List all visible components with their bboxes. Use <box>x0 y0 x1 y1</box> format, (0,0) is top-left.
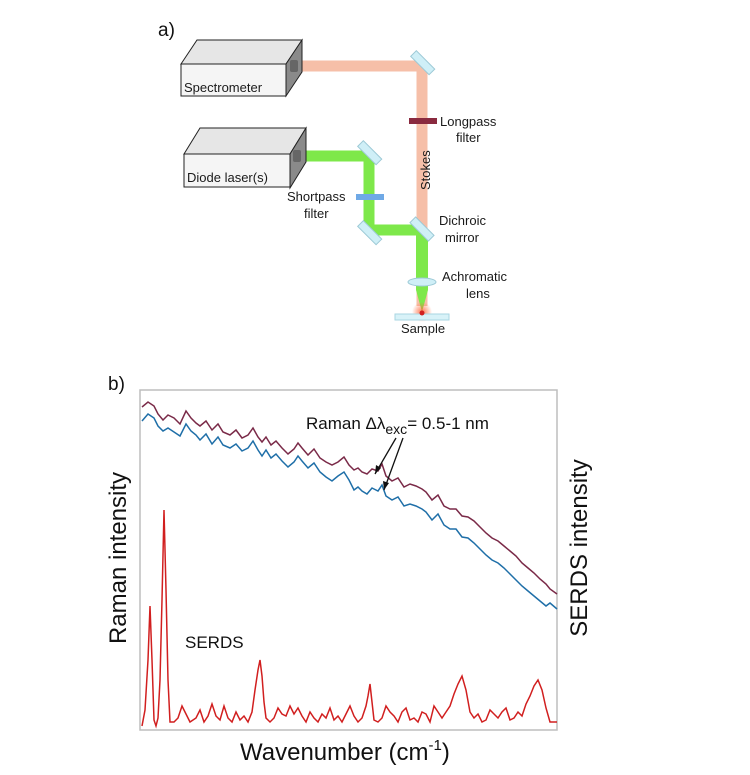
panel-b-label: b) <box>108 374 125 395</box>
shortpass-label-2: filter <box>304 206 329 221</box>
longpass-label-2: filter <box>456 130 481 145</box>
plot-frame <box>139 389 558 731</box>
panel-a-label: a) <box>158 20 175 41</box>
shortpass-label-1: Shortpass <box>287 189 346 204</box>
laser-beam-path <box>296 150 428 312</box>
diode-laser-port <box>293 150 301 162</box>
diode-laser-front <box>183 153 291 188</box>
stokes-beam <box>296 60 428 306</box>
serds-label: SERDS <box>185 633 244 652</box>
annotation-arrow-2 <box>383 437 404 491</box>
diode-laser-label: Diode laser(s) <box>187 170 268 185</box>
sample <box>394 302 450 322</box>
spectrometer-top <box>180 39 303 65</box>
achromatic-label-2: lens <box>466 286 490 301</box>
top-right-mirror <box>409 49 436 76</box>
achromatic-label-1: Achromatic <box>442 269 508 284</box>
achromatic-lens <box>407 277 437 287</box>
upper-laser-mirror <box>356 139 383 166</box>
spectrometer-front <box>180 63 287 97</box>
spectrometer-box: Spectrometer <box>180 38 303 98</box>
laser-beam <box>296 150 422 236</box>
annotation-arrowhead-2 <box>383 481 389 490</box>
mirrors <box>356 49 436 246</box>
raman-spectrum-1 <box>141 401 558 595</box>
dichroic-mirror <box>409 216 435 242</box>
panel-b-spectra: b) Raman Δλexc= 0.5-1 nm SERDS Raman int… <box>105 374 593 766</box>
x-axis-title: Wavenumber (cm-1) <box>240 737 450 766</box>
longpass-label-1: Longpass <box>440 114 497 129</box>
panel-a-optical-setup: a) Spectrometer Diode laser(s) <box>158 20 508 336</box>
laser-beam-focus <box>416 290 428 312</box>
dichroic-label-1: Dichroic <box>439 213 486 228</box>
diode-laser-box: Diode laser(s) <box>183 126 307 190</box>
lower-laser-mirror <box>356 219 383 246</box>
diode-laser-top <box>183 127 307 155</box>
raman-annotation: Raman Δλexc= 0.5-1 nm <box>306 414 489 437</box>
stokes-beam-path <box>296 60 428 306</box>
raman-spectrum-2 <box>141 413 558 610</box>
spectrometer-label: Spectrometer <box>184 80 263 95</box>
left-axis-title: Raman intensity <box>105 472 132 644</box>
serds-spectrum <box>141 509 557 729</box>
dichroic-label-2: mirror <box>445 230 480 245</box>
shortpass-filter <box>356 194 384 200</box>
spectrometer-port <box>290 60 298 72</box>
sample-spot <box>419 310 425 316</box>
right-axis-title: SERDS intensity <box>566 459 593 636</box>
sample-label: Sample <box>401 321 445 336</box>
annotation-arrowhead-1 <box>375 465 381 474</box>
stokes-label: Stokes <box>418 150 433 190</box>
longpass-filter <box>409 118 437 124</box>
laser-beam-to-sample <box>416 230 428 290</box>
